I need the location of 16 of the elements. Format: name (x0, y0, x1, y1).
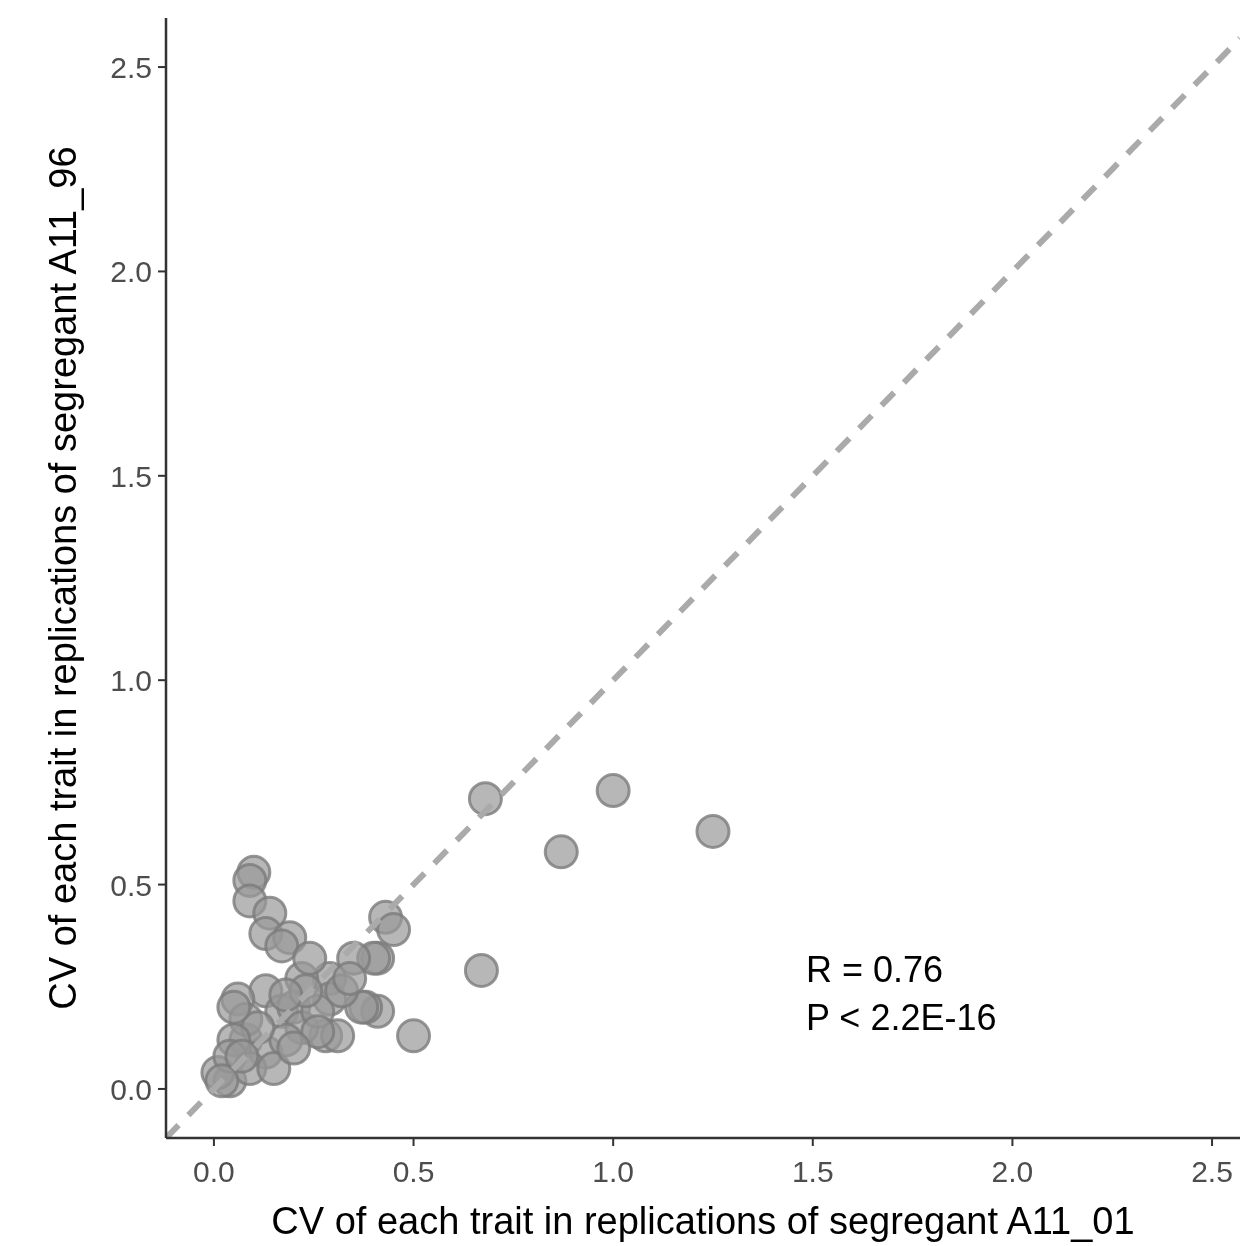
y-tick-label: 0.0 (110, 1072, 152, 1106)
x-axis-title: CV of each trait in replications of segregant A11_01 (271, 1200, 1135, 1242)
x-tick-label: 0.0 (193, 1155, 235, 1188)
y-axis-title: CV of each trait in replications of segregant A11_96 (42, 146, 84, 1010)
x-tick-label: 2.5 (1191, 1155, 1233, 1188)
y-tick-label: 1.0 (110, 664, 152, 698)
annotation: P < 2.2E-16 (806, 997, 997, 1038)
x-tick-label: 1.0 (592, 1155, 635, 1188)
x-tick-label: 2.0 (991, 1155, 1034, 1188)
y-tick-label: 2.0 (110, 255, 152, 289)
y-tick-label: 1.5 (110, 459, 152, 493)
annotation: R = 0.76 (806, 949, 944, 990)
x-tick-label: 1.5 (791, 1155, 834, 1188)
y-tick-label: 0.5 (110, 868, 152, 902)
y-tick-label: 2.5 (110, 51, 152, 85)
x-tick-label: 0.5 (392, 1155, 435, 1188)
